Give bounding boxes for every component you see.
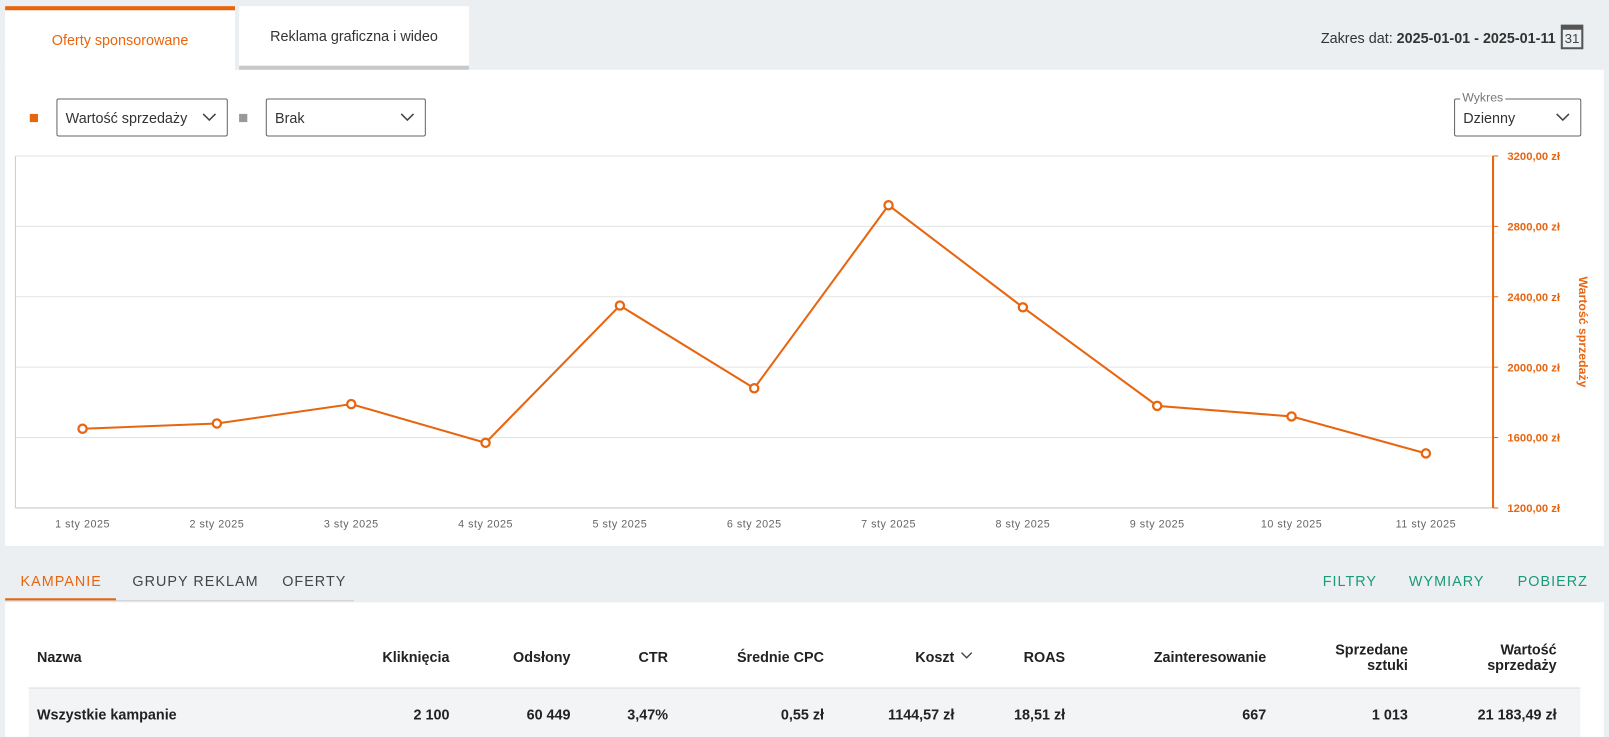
date-label: Zakres dat: (1320, 29, 1393, 47)
chevron (202, 113, 217, 122)
y-tick-label: 2800,00 zł (1507, 221, 1560, 233)
dropdown-value: Wartość sprzedaży (65, 109, 188, 126)
x-tick-label: 10 sty 2025 (1261, 518, 1322, 530)
x-tick-label: 7 sty 2025 (861, 518, 916, 530)
table-tab[interactable]: OFERTY (282, 572, 347, 590)
metric-dropdown[interactable]: Wartość sprzedaży (56, 98, 228, 137)
y-tick-label: 2400,00 zł (1507, 292, 1560, 304)
table-cell: 21 183,49 zł (1477, 705, 1557, 723)
table-cell: 2 100 (413, 705, 450, 723)
action-link[interactable]: POBIERZ (1517, 572, 1588, 590)
x-tick-label: 2 sty 2025 (189, 518, 244, 530)
chevron (400, 113, 415, 122)
data-point (77, 423, 88, 434)
x-tick-label: 8 sty 2025 (995, 518, 1050, 530)
column-header[interactable]: Kliknięcia (382, 648, 450, 665)
data-point (748, 383, 760, 394)
y-axis-title: Wartość sprzedaży (1576, 276, 1590, 387)
x-tick-label: 9 sty 2025 (1130, 518, 1185, 530)
column-header[interactable]: Nazwa (36, 648, 82, 665)
data-point (1420, 448, 1432, 459)
tab[interactable]: Reklama graficzna i wideo (239, 6, 469, 70)
y-tick-label: 2000,00 zł (1507, 362, 1560, 374)
table-cell: 18,51 zł (1014, 705, 1066, 723)
action-link[interactable]: WYMIARY (1408, 572, 1485, 590)
table-cell: Wszystkie kampanie (36, 705, 177, 723)
data-point (345, 398, 357, 410)
data-point (1286, 411, 1297, 422)
table-cell: 1144,57 zł (888, 705, 955, 723)
data-point (614, 300, 626, 311)
date-value: 2025-01-01 - 2025-01-11 (1396, 29, 1556, 47)
column-header[interactable]: ROAS (1023, 648, 1066, 665)
series-swatch (239, 113, 248, 123)
table-tab[interactable]: GRUPY REKLAM (132, 572, 259, 590)
column-header[interactable]: Odsłony (513, 648, 571, 665)
data-point (883, 200, 894, 211)
x-tick-label: 3 sty 2025 (324, 518, 379, 530)
y-tick-label: 3200,00 zł (1507, 151, 1560, 163)
metric-dropdown[interactable]: Brak (265, 98, 426, 137)
dropdown-label: Wykres (1460, 90, 1506, 105)
tabs-rule (5, 600, 355, 602)
period-dropdown[interactable]: Dzienny (1454, 98, 1582, 137)
tab-underline (5, 598, 116, 601)
table-cell: 0,55 zł (780, 705, 824, 723)
dropdown-value: Dzienny (1463, 109, 1516, 126)
table-cell: 1 013 (1371, 705, 1408, 723)
table-cell: 60 449 (526, 705, 571, 723)
column-header[interactable]: Sprzedane sztuki (1335, 641, 1408, 674)
column-header[interactable]: Wartość sprzedaży (1487, 641, 1557, 674)
column-header[interactable]: Zainteresowanie (1153, 648, 1267, 665)
x-tick-label: 5 sty 2025 (592, 518, 647, 530)
x-tick-label: 1 sty 2025 (55, 518, 110, 530)
column-header[interactable]: Średnie CPC (736, 648, 824, 665)
sort-icon[interactable] (960, 652, 973, 660)
x-tick-label: 11 sty 2025 (1396, 518, 1457, 530)
data-point (211, 418, 223, 429)
column-header[interactable]: CTR (638, 648, 669, 665)
dropdown-value: Brak (275, 109, 305, 126)
table-cell: 3,47% (627, 705, 669, 723)
tab-active[interactable]: Oferty sponsorowane (5, 6, 235, 70)
series-swatch (29, 113, 38, 123)
date-range[interactable]: Zakres dat: 2025-01-01 - 2025-01-11 (1321, 30, 1556, 46)
table-cell: 667 (1242, 705, 1267, 723)
action-link[interactable]: FILTRY (1322, 572, 1378, 590)
y-tick-label: 1200,00 zł (1507, 503, 1560, 515)
chevron (1556, 113, 1570, 122)
calendar-icon[interactable]: 31 (1560, 24, 1584, 50)
summary-row (28, 687, 1581, 737)
data-point (1017, 302, 1029, 313)
table-tab-active[interactable]: KAMPANIE (20, 572, 102, 590)
chart-panel (5, 69, 1604, 546)
x-tick-label: 6 sty 2025 (727, 518, 782, 530)
chart: 1200,00 zł 1600,00 zł 2000,00 zł 2400,00 zł… (14, 151, 1590, 530)
data-point (480, 437, 491, 449)
column-header[interactable]: Koszt (915, 648, 955, 665)
x-tick-label: 4 sty 2025 (458, 518, 513, 530)
data-line (82, 203, 1427, 455)
y-tick-label: 1600,00 zł (1507, 433, 1560, 445)
data-point (1151, 400, 1163, 412)
